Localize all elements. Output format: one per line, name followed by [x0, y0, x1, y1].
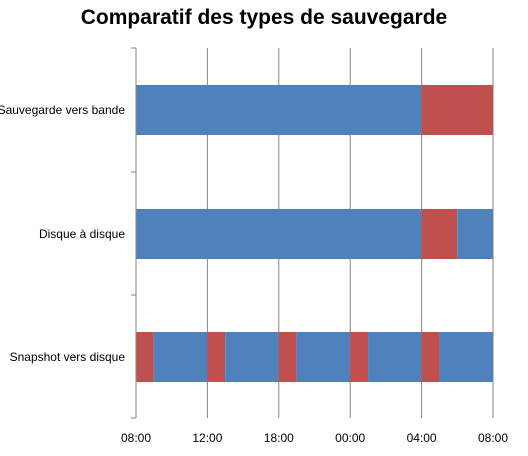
category-label: Snapshot vers disque — [10, 350, 126, 364]
category-label: Disque à disque — [39, 227, 125, 241]
bar-segment-blue — [136, 209, 422, 259]
bar-segment-blue — [136, 85, 422, 135]
x-tick-label: 08:00 — [478, 431, 508, 445]
bar-segment-red — [421, 209, 458, 259]
bar-segment-blue — [368, 332, 422, 382]
x-tick-label: 08:00 — [121, 431, 151, 445]
x-tick-label: 04:00 — [407, 431, 437, 445]
bar-segment-blue — [153, 332, 208, 382]
chart-title: Comparatif des types de sauvegarde — [80, 6, 448, 29]
bar-segment-blue — [225, 332, 279, 382]
x-tick-label: 12:00 — [192, 431, 222, 445]
bar-segment-red — [136, 332, 154, 382]
x-tick-label: 00:00 — [335, 431, 365, 445]
bar-segment-red — [421, 332, 440, 382]
bar-segment-blue — [296, 332, 351, 382]
bar-segment-red — [350, 332, 369, 382]
category-label: Sauvegarde vers bande — [0, 103, 125, 117]
x-tick-label: 18:00 — [264, 431, 294, 445]
bar-segment-red — [207, 332, 226, 382]
bar-segment-blue — [457, 209, 493, 259]
bar-segment-blue — [439, 332, 493, 382]
bar-segment-red — [278, 332, 297, 382]
bar-segment-red — [421, 85, 493, 135]
